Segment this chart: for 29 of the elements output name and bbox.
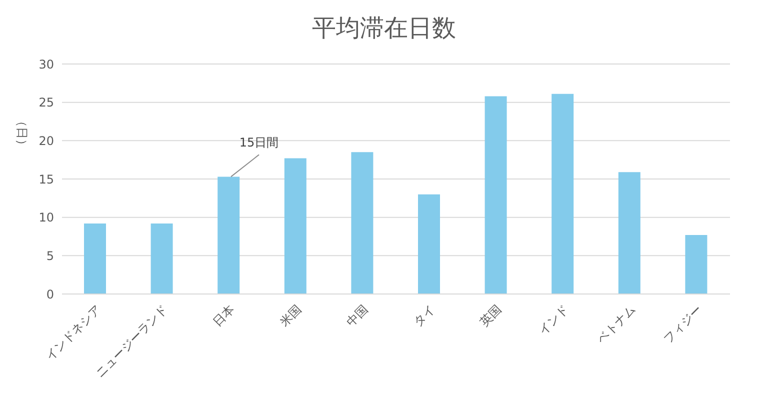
annotation: 15日間 xyxy=(239,136,279,150)
bar xyxy=(351,152,374,294)
x-tick-label: ベトナム xyxy=(594,302,638,346)
bar xyxy=(284,158,306,294)
x-tick-label: 米国 xyxy=(277,302,304,330)
x-tick-label: 日本 xyxy=(210,302,238,330)
bar xyxy=(218,176,240,294)
x-tick-label: フィジー xyxy=(660,302,705,346)
x-tick-label: インド xyxy=(536,302,572,338)
y-tick-label: 5 xyxy=(46,248,54,263)
y-tick-label: 20 xyxy=(38,134,54,148)
bar xyxy=(618,172,640,294)
y-tick-label: 10 xyxy=(38,210,54,225)
y-tick-label: 15 xyxy=(38,172,54,186)
y-tick-label: 30 xyxy=(38,57,54,72)
x-tick-label: 中国 xyxy=(344,302,371,330)
y-tick-label: 25 xyxy=(38,96,54,110)
x-tick-label: インドネシア xyxy=(42,302,104,364)
bar xyxy=(484,96,507,294)
bar xyxy=(84,223,106,294)
bar xyxy=(685,234,708,294)
x-tick-label: 英国 xyxy=(477,302,504,330)
y-axis-title: （日） xyxy=(15,115,29,151)
y-tick-label: 0 xyxy=(46,287,54,302)
bar xyxy=(150,223,173,294)
chart-title: 平均滞在日数 xyxy=(311,13,457,44)
bar xyxy=(418,194,440,294)
x-tick-label: タイ xyxy=(410,302,438,330)
bar xyxy=(552,94,574,294)
